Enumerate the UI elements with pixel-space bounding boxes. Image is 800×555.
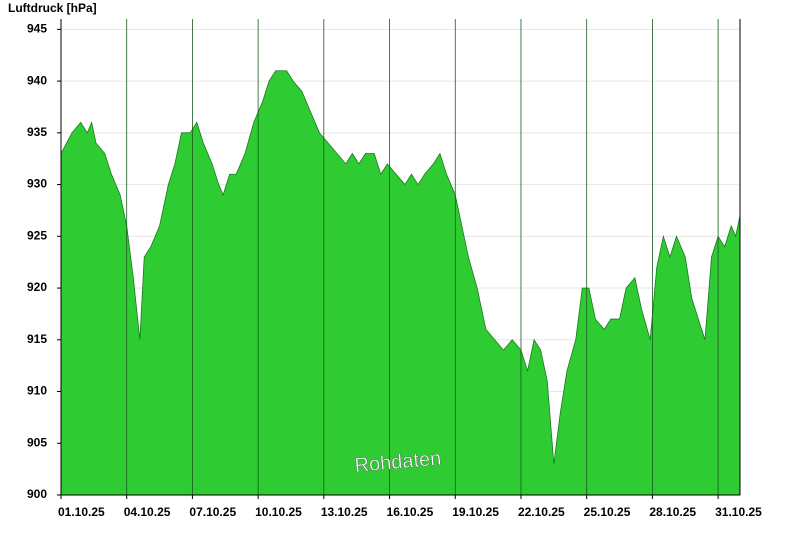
x-tick-label: 31.10.25 [715,505,762,519]
y-tick-label: 900 [27,487,47,501]
x-tick-label: 13.10.25 [321,505,368,519]
area [60,70,741,496]
y-axis-label: Luftdruck [hPa] [8,1,97,15]
y-tick-label: 945 [27,22,47,36]
x-tick-label: 04.10.25 [124,505,171,519]
y-tick-label: 920 [27,280,47,294]
x-tick-label: 25.10.25 [584,505,631,519]
x-tick-label: 19.10.25 [452,505,499,519]
x-tick-label: 10.10.25 [255,505,302,519]
y-tick-label: 940 [27,73,47,87]
x-tick-label: 28.10.25 [649,505,696,519]
y-tick-label: 905 [27,435,47,449]
x-tick-label: 01.10.25 [58,505,105,519]
y-tick-label: 925 [27,228,47,242]
x-tick-label: 16.10.25 [387,505,434,519]
x-tick-label: 07.10.25 [189,505,236,519]
y-tick-label: 930 [27,177,47,191]
y-tick-label: 935 [27,125,47,139]
y-tick-label: 915 [27,332,47,346]
x-tick-label: 22.10.25 [518,505,565,519]
y-tick-label: 910 [27,384,47,398]
